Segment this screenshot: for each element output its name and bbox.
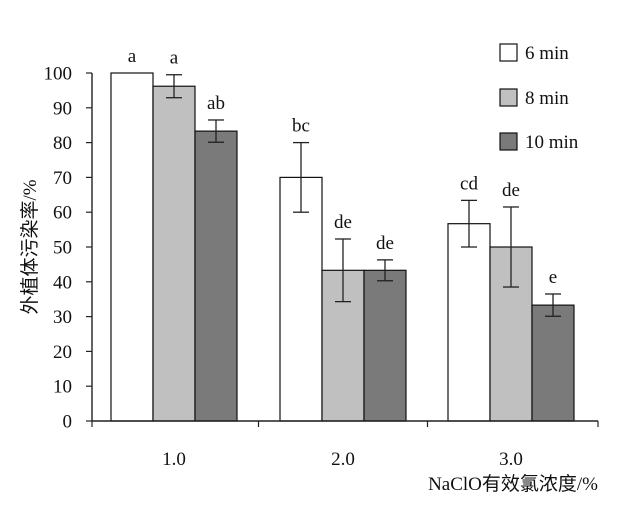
category-label: 3.0 — [499, 449, 523, 470]
bar — [531, 304, 575, 422]
y-tick-label: 0 — [63, 412, 73, 433]
significance-label: ab — [207, 93, 225, 114]
significance-label: bc — [292, 116, 310, 137]
bar — [110, 72, 154, 422]
significance-label: a — [128, 46, 137, 67]
significance-label: de — [502, 180, 520, 201]
bars — [110, 72, 575, 422]
y-tick-label: 80 — [53, 133, 72, 154]
category-label: 2.0 — [331, 449, 355, 470]
x-axis-ticks: 1.0 2.0 3.0 — [91, 421, 599, 470]
significance-label: de — [334, 212, 352, 233]
y-tick-label: 100 — [44, 64, 73, 85]
y-tick-label: 60 — [53, 203, 72, 224]
x-axis-title: NaClO有效氯浓度/% — [428, 473, 598, 495]
significance-label: a — [170, 48, 179, 69]
legend-swatch — [499, 43, 518, 62]
y-tick-label: 50 — [53, 238, 72, 259]
legend-swatch — [499, 88, 518, 107]
significance-label: de — [376, 233, 394, 254]
category-label: 1.0 — [162, 449, 186, 470]
legend-label: 8 min — [525, 88, 569, 109]
significance-labels: a bc cd a de de ab de e — [128, 46, 557, 288]
y-tick-label: 20 — [53, 342, 72, 363]
bar — [447, 223, 491, 422]
y-axis-ticks: 0 10 20 30 40 50 60 70 80 90 100 — [44, 64, 92, 433]
y-tick-label: 90 — [53, 98, 72, 119]
y-tick-label: 10 — [53, 377, 72, 398]
y-tick-label: 70 — [53, 168, 72, 189]
bar — [279, 176, 323, 422]
bar — [152, 85, 196, 422]
bar — [363, 269, 407, 422]
axes — [91, 73, 598, 422]
legend: 6 min 8 min 10 min — [499, 43, 579, 153]
legend-label: 6 min — [525, 43, 569, 64]
bar — [194, 130, 238, 422]
legend-label: 10 min — [525, 132, 579, 153]
y-tick-label: 40 — [53, 272, 72, 293]
legend-swatch — [499, 132, 518, 151]
y-tick-label: 30 — [53, 307, 72, 328]
y-axis-title: 外植体污染率/% — [19, 179, 41, 314]
significance-label: e — [549, 267, 557, 288]
error-bars — [166, 74, 561, 317]
significance-label: cd — [460, 173, 478, 194]
